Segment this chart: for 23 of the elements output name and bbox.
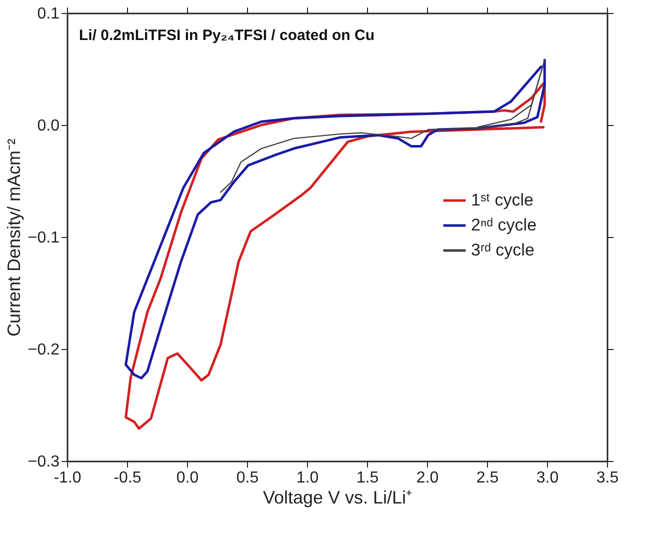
x-tick-label: 0.0 (176, 470, 199, 486)
x-tick-label: 0.5 (236, 470, 259, 486)
x-tick-label: 3.5 (596, 470, 619, 486)
x-tick-label: 3.0 (536, 470, 559, 486)
line-series (124, 58, 546, 380)
legend-label: 1ˢᵗ cycle (471, 190, 534, 210)
y-tick-label: −0.3 (28, 454, 60, 470)
x-tick-label: -0.5 (114, 470, 142, 486)
text: Li/ 0.2mLiTFSI in Py₂₄TFSI / coated on Cu (79, 27, 375, 44)
x-tick-label: 2.5 (476, 470, 499, 486)
x-tick-label: 2.0 (416, 470, 439, 486)
y-tick-label: −0.1 (28, 230, 60, 246)
legend-label: 3ʳᵈ cycle (471, 240, 534, 260)
x-tick-label: 1.0 (296, 470, 319, 486)
legend-label: 2ⁿᵈ cycle (471, 216, 537, 234)
y-tick-label: 0.0 (37, 118, 60, 134)
x-axis-title: Voltage V vs. Li/Li⁺ (262, 488, 412, 508)
y-axis-title: Current Density/ mAcm⁻² (4, 138, 24, 337)
line-series (220, 59, 546, 193)
x-tick-label: -1.0 (54, 470, 82, 486)
y-tick-label: 0.1 (37, 6, 60, 22)
y-tick-label: −0.2 (28, 342, 60, 358)
x-tick-label: 1.5 (356, 470, 379, 486)
